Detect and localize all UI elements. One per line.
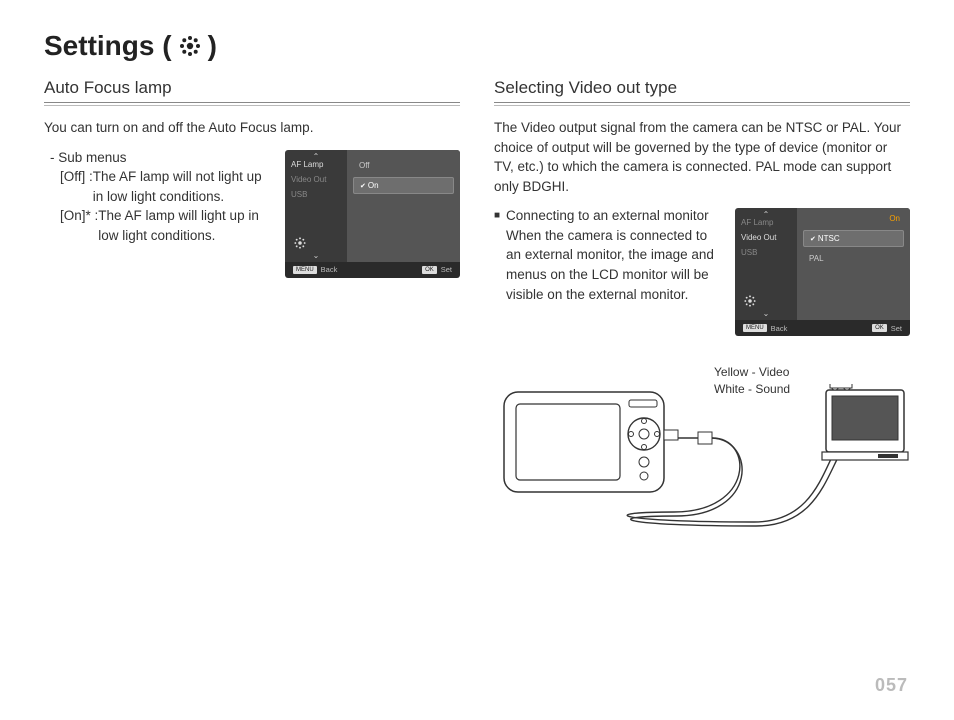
video-intro: The Video output signal from the camera … [494, 118, 910, 196]
divider [494, 105, 910, 106]
page-number: 057 [875, 675, 908, 696]
lcd-option-selected: ✔On [353, 177, 454, 194]
lcd-set-label: Set [441, 265, 452, 274]
opt-off-desc: The AF lamp will not light up in low lig… [93, 167, 271, 206]
menu-button-icon: MENU [293, 266, 317, 274]
section-heading-video: Selecting Video out type [494, 78, 910, 103]
gear-icon [743, 294, 757, 310]
lcd-menu-item: AF Lamp [291, 160, 341, 169]
gear-icon [178, 34, 202, 58]
connection-diagram: Yellow - Video White - Sound [494, 372, 910, 532]
lcd-screenshot-video: ⌃ AF Lamp Video Out USB ⌄ On ✔NTSC PAL [735, 208, 910, 336]
submenu-block: - Sub menus [Off] : The AF lamp will not… [44, 148, 271, 246]
opt-on-label: [On]* : [60, 206, 98, 245]
lcd-option: PAL [803, 251, 904, 266]
check-icon: ✔ [360, 183, 366, 190]
lcd-back-label: Back [771, 324, 788, 333]
title-suffix: ) [208, 30, 217, 62]
lcd-menu-item: Video Out [291, 175, 341, 184]
lcd-option-selected: ✔NTSC [803, 230, 904, 247]
page-title: Settings ( ) [44, 30, 910, 62]
lcd-screenshot-af: ⌃ AF Lamp Video Out USB ⌄ Off ✔On [285, 150, 460, 278]
af-intro: You can turn on and off the Auto Focus l… [44, 118, 460, 138]
chevron-up-icon: ⌃ [313, 152, 320, 161]
connect-title: Connecting to an external monitor [506, 208, 709, 223]
check-icon: ✔ [810, 236, 816, 243]
connect-body: When the camera is connected to an exter… [506, 228, 714, 302]
chevron-down-icon: ⌄ [313, 251, 320, 260]
lcd-back-label: Back [321, 265, 338, 274]
opt-on-desc: The AF lamp will light up in low light c… [98, 206, 271, 245]
lcd-menu-item: Video Out [741, 233, 791, 242]
lcd-set-label: Set [891, 324, 902, 333]
lcd-option: Off [353, 158, 454, 173]
lcd-menu-item: USB [741, 248, 791, 257]
right-column: Selecting Video out type The Video outpu… [494, 78, 910, 532]
chevron-up-icon: ⌃ [763, 210, 770, 219]
square-bullet-icon: ■ [494, 209, 500, 304]
ok-button-icon: OK [422, 266, 437, 274]
lcd-menu-item: USB [291, 190, 341, 199]
ok-button-icon: OK [872, 324, 887, 332]
submenu-label: - Sub menus [50, 148, 271, 168]
section-heading-af: Auto Focus lamp [44, 78, 460, 103]
lcd-menu-item: AF Lamp [741, 218, 791, 227]
menu-button-icon: MENU [743, 324, 767, 332]
title-prefix: Settings ( [44, 30, 172, 62]
left-column: Auto Focus lamp You can turn on and off … [44, 78, 460, 532]
lcd-top-value: On [889, 214, 900, 223]
tv-icon [820, 384, 910, 474]
opt-off-label: [Off] : [60, 167, 93, 206]
divider [44, 105, 460, 106]
chevron-down-icon: ⌄ [763, 309, 770, 318]
gear-icon [293, 236, 307, 252]
